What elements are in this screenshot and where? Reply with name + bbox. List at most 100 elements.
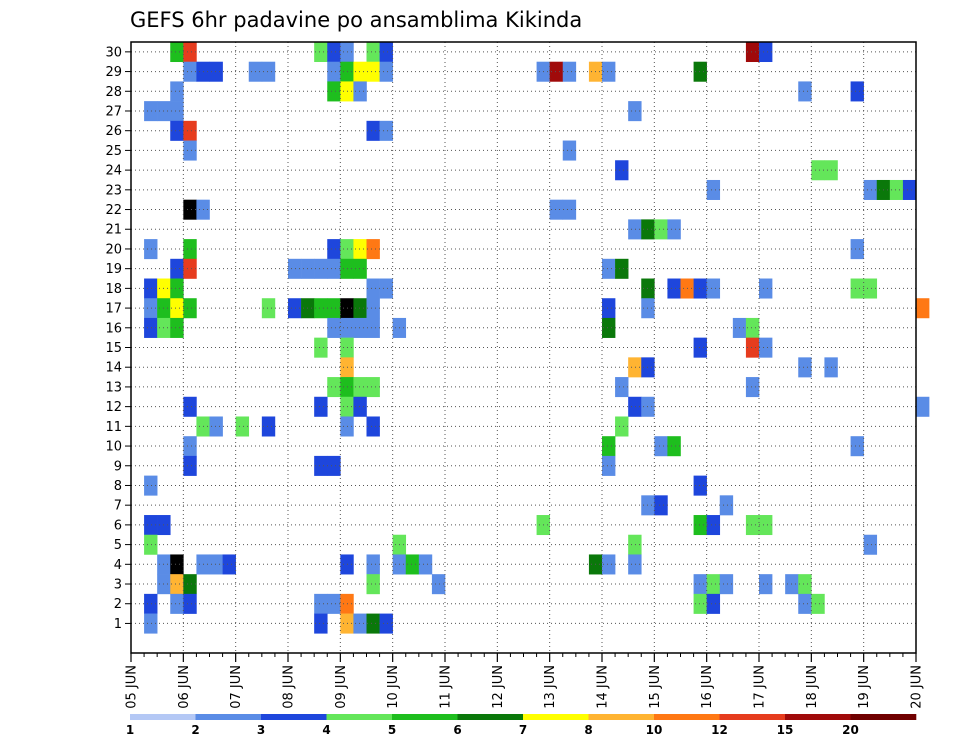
heatmap-cell (183, 42, 197, 63)
heatmap-cells (144, 42, 930, 634)
y-tick-label: 10 (105, 440, 122, 455)
heatmap-cell (379, 61, 393, 82)
heatmap-cell (366, 61, 380, 82)
heatmap-cell (144, 239, 158, 260)
y-tick-label: 11 (105, 420, 122, 435)
heatmap-cell (654, 495, 668, 516)
heatmap-cell (314, 455, 328, 476)
heatmap-cell (759, 42, 773, 63)
heatmap-cell (811, 593, 825, 614)
heatmap-cell (144, 278, 158, 299)
heatmap-cell (667, 436, 681, 457)
heatmap-cell (405, 554, 420, 575)
heatmap-cell (327, 298, 341, 319)
heatmap-cell (745, 377, 760, 398)
heatmap-cell (366, 317, 380, 338)
heatmap-cell (667, 219, 681, 240)
heatmap-cell (745, 337, 760, 358)
heatmap-cell (602, 61, 616, 82)
heatmap-cell (379, 278, 393, 299)
y-tick-label: 22 (105, 203, 122, 218)
heatmap-cell (693, 515, 707, 536)
y-tick-label: 8 (114, 479, 122, 494)
heatmap-cell (850, 239, 864, 260)
heatmap-cell (798, 593, 812, 614)
colorbar-tick-label: 8 (584, 723, 592, 737)
heatmap-cell (431, 574, 446, 595)
heatmap-cell (850, 278, 864, 299)
heatmap-cell (602, 554, 616, 575)
heatmap-cell (759, 278, 773, 299)
y-tick-label: 29 (105, 65, 122, 80)
y-axis: 1234567891011121314151617181920212223242… (105, 45, 131, 632)
heatmap-cell (170, 554, 184, 575)
heatmap-cell (353, 396, 367, 417)
colorbar-swatch (850, 714, 917, 720)
heatmap-cell (615, 377, 629, 398)
heatmap-cell (170, 42, 184, 63)
heatmap-cell (811, 160, 825, 181)
y-tick-label: 4 (114, 558, 122, 573)
x-tick-label: 14 JUN (596, 665, 611, 709)
heatmap-cell (261, 61, 276, 82)
heatmap-cell (745, 515, 760, 536)
heatmap-cell (745, 317, 760, 338)
y-tick-label: 17 (105, 302, 122, 317)
y-tick-label: 7 (114, 499, 122, 514)
heatmap-cell (353, 377, 367, 398)
y-tick-label: 25 (105, 144, 122, 159)
heatmap-cell (628, 357, 642, 378)
heatmap-cell (706, 179, 721, 200)
heatmap-cell (353, 298, 367, 319)
y-tick-label: 21 (105, 223, 122, 238)
x-tick-label: 11 JUN (439, 665, 454, 709)
heatmap-cell (602, 455, 616, 476)
heatmap-cell (288, 298, 302, 319)
x-tick-label: 16 JUN (700, 665, 715, 709)
colorbar-tick-label: 5 (388, 723, 396, 737)
y-tick-label: 30 (105, 45, 122, 60)
colorbar-swatch (195, 714, 262, 720)
colorbar-swatch (457, 714, 524, 720)
y-tick-label: 24 (105, 164, 122, 179)
heatmap-cell (366, 42, 380, 63)
heatmap-cell (170, 81, 184, 102)
heatmap-cell (183, 455, 197, 476)
heatmap-cell (170, 317, 184, 338)
x-axis: 05 JUN 06 JUN 07 JUN 08 JUN 09 JUN 10 JUN 11 J… (125, 653, 925, 709)
colorbar-swatch (523, 714, 589, 720)
heatmap-cell (183, 574, 197, 595)
heatmap-cell (183, 593, 197, 614)
heatmap-cell (759, 337, 773, 358)
heatmap-cell (183, 436, 197, 457)
heatmap-cell (209, 416, 223, 437)
heatmap-cell (745, 42, 760, 63)
heatmap-cell (719, 574, 734, 595)
colorbar-tick-label: 6 (453, 723, 461, 737)
heatmap-cell (693, 61, 707, 82)
heatmap-cell (706, 574, 721, 595)
x-tick-label: 15 JUN (648, 665, 663, 709)
x-tick-label: 09 JUN (334, 665, 349, 709)
colorbar-tick-label: 20 (842, 723, 859, 737)
heatmap-cell (863, 278, 878, 299)
heatmap-cell (314, 42, 328, 63)
y-tick-label: 12 (105, 400, 122, 415)
heatmap-cell (366, 278, 380, 299)
heatmap-cell (667, 278, 681, 299)
heatmap-cell (366, 416, 380, 437)
heatmap-cell (353, 258, 367, 279)
heatmap-cell (170, 593, 184, 614)
heatmap-cell (759, 515, 773, 536)
heatmap-cell (562, 61, 577, 82)
heatmap-cell (327, 81, 341, 102)
heatmap-cell (693, 475, 707, 496)
heatmap-cell (353, 239, 367, 260)
heatmap-cell (850, 436, 864, 457)
y-tick-label: 13 (105, 380, 122, 395)
x-tick-label: 18 JUN (805, 665, 820, 709)
heatmap-cell (261, 298, 276, 319)
heatmap-cell (183, 199, 197, 220)
heatmap-cell (366, 298, 380, 319)
